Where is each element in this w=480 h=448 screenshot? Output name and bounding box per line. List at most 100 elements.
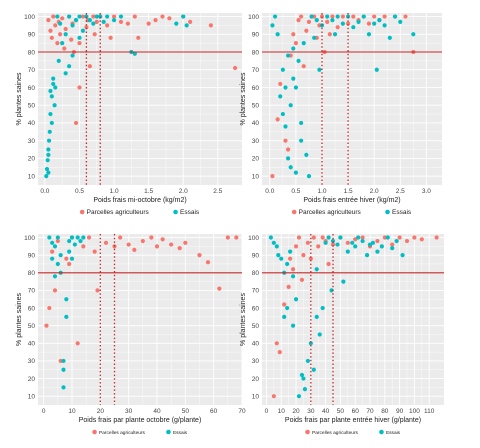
point-essais bbox=[282, 314, 287, 319]
point-agriculteurs bbox=[87, 64, 92, 69]
point-essais bbox=[73, 17, 79, 23]
point-agriculteurs bbox=[434, 235, 439, 240]
point-essais bbox=[288, 249, 293, 254]
point-agriculteurs bbox=[77, 41, 82, 46]
point-agriculteurs bbox=[64, 256, 69, 261]
x-axis-label: Poids frais entrée hiver (kg/m2) bbox=[303, 197, 400, 204]
y-tick-label: 40 bbox=[28, 341, 36, 348]
point-agriculteurs bbox=[375, 238, 380, 244]
point-essais bbox=[44, 174, 49, 179]
point-essais bbox=[70, 53, 75, 58]
point-essais bbox=[387, 35, 392, 40]
point-essais bbox=[101, 19, 106, 24]
y-tick-label: 80 bbox=[28, 270, 36, 277]
point-essais bbox=[351, 25, 356, 30]
point-agriculteurs bbox=[275, 117, 280, 122]
point-essais bbox=[299, 138, 304, 143]
point-essais bbox=[64, 314, 69, 319]
point-essais bbox=[46, 138, 52, 143]
y-tick-label: 10 bbox=[28, 173, 36, 180]
y-tick-label: 60 bbox=[28, 85, 36, 92]
chart-2: 10 20 30 40 50 60 70 80 90 100 0.0 0.5 1.0 1.5 2.0 2.5 3… bbox=[240, 13, 442, 216]
point-essais bbox=[291, 76, 296, 81]
chart-1: 10 20 30 40 50 60 70 80 90 100 0.0 0.5 1.0 1.5 2.0 2.5 P… bbox=[16, 13, 242, 216]
point-agriculteurs bbox=[325, 19, 330, 24]
point-essais bbox=[75, 235, 80, 240]
plot-panel bbox=[38, 234, 242, 405]
x-tick-label: 1.0 bbox=[317, 188, 326, 195]
point-agriculteurs bbox=[278, 81, 283, 87]
point-agriculteurs bbox=[136, 35, 141, 40]
point-essais bbox=[314, 267, 319, 272]
point-agriculteurs bbox=[277, 350, 282, 355]
chart-3: 10 20 30 40 50 60 70 80 90 100 0 10 20 30 40 50 60 70 Poid… bbox=[16, 234, 246, 436]
x-tick-label: 80 bbox=[381, 408, 389, 415]
x-tick-label: 0 bbox=[42, 408, 46, 415]
point-agriculteurs bbox=[108, 35, 113, 40]
x-axis-label: Poids frais par plante entrée hiver (g/p… bbox=[285, 417, 421, 424]
point-essais bbox=[288, 165, 293, 170]
point-agriculteurs bbox=[397, 235, 402, 240]
point-essais bbox=[299, 372, 305, 378]
point-essais bbox=[296, 394, 302, 399]
legend-label-essais: Essais bbox=[392, 209, 412, 216]
point-agriculteurs bbox=[62, 46, 67, 51]
point-essais bbox=[311, 367, 316, 372]
point-agriculteurs bbox=[46, 17, 51, 23]
point-essais bbox=[360, 238, 365, 244]
point-agriculteurs bbox=[49, 35, 54, 40]
point-agriculteurs bbox=[351, 14, 356, 19]
point-agriculteurs bbox=[149, 235, 154, 240]
point-essais bbox=[390, 246, 395, 251]
point-essais bbox=[61, 385, 66, 390]
y-axis-label: % plantes saines bbox=[16, 293, 23, 346]
point-essais bbox=[47, 129, 52, 134]
point-essais bbox=[61, 358, 66, 364]
point-essais bbox=[370, 240, 376, 245]
point-agriculteurs bbox=[105, 23, 110, 28]
point-essais bbox=[67, 14, 72, 19]
point-agriculteurs bbox=[404, 238, 410, 244]
point-essais bbox=[181, 14, 186, 19]
point-agriculteurs bbox=[285, 147, 291, 152]
point-essais bbox=[325, 14, 330, 19]
point-essais bbox=[400, 253, 405, 258]
point-essais bbox=[335, 14, 340, 19]
point-agriculteurs bbox=[154, 244, 160, 249]
point-essais bbox=[111, 17, 117, 23]
chart-4: 10 20 30 40 50 60 70 80 90 100 0 10 20 30 40 50 60 70 80 90… bbox=[240, 234, 444, 436]
y-tick-label: 40 bbox=[28, 120, 36, 127]
point-agriculteurs bbox=[296, 235, 302, 240]
point-agriculteurs bbox=[140, 238, 145, 244]
point-essais bbox=[45, 158, 50, 163]
point-essais bbox=[366, 32, 372, 37]
point-agriculteurs bbox=[125, 21, 130, 26]
point-agriculteurs bbox=[308, 256, 313, 261]
point-essais bbox=[377, 17, 382, 23]
point-essais bbox=[283, 85, 288, 90]
point-essais bbox=[78, 238, 83, 244]
point-essais bbox=[67, 249, 72, 254]
point-essais bbox=[314, 314, 319, 319]
y-tick-label: 50 bbox=[28, 323, 36, 330]
x-tick-label: 70 bbox=[366, 408, 374, 415]
point-agriculteurs bbox=[283, 138, 288, 143]
point-essais bbox=[338, 235, 343, 240]
x-tick-label: 2.5 bbox=[396, 188, 405, 195]
x-tick-label: 50 bbox=[182, 408, 190, 415]
point-essais bbox=[335, 242, 340, 247]
point-essais bbox=[356, 235, 361, 240]
point-agriculteurs bbox=[94, 19, 99, 24]
point-essais bbox=[60, 41, 65, 46]
y-tick-label: 100 bbox=[248, 235, 259, 242]
point-essais bbox=[288, 103, 293, 108]
point-agriculteurs bbox=[55, 238, 60, 244]
x-tick-label: 40 bbox=[153, 408, 161, 415]
point-agriculteurs bbox=[177, 246, 182, 251]
point-agriculteurs bbox=[274, 341, 279, 346]
point-agriculteurs bbox=[311, 235, 316, 240]
point-agriculteurs bbox=[290, 267, 296, 272]
point-essais bbox=[80, 28, 86, 33]
x-tick-label: 0.0 bbox=[265, 188, 274, 195]
